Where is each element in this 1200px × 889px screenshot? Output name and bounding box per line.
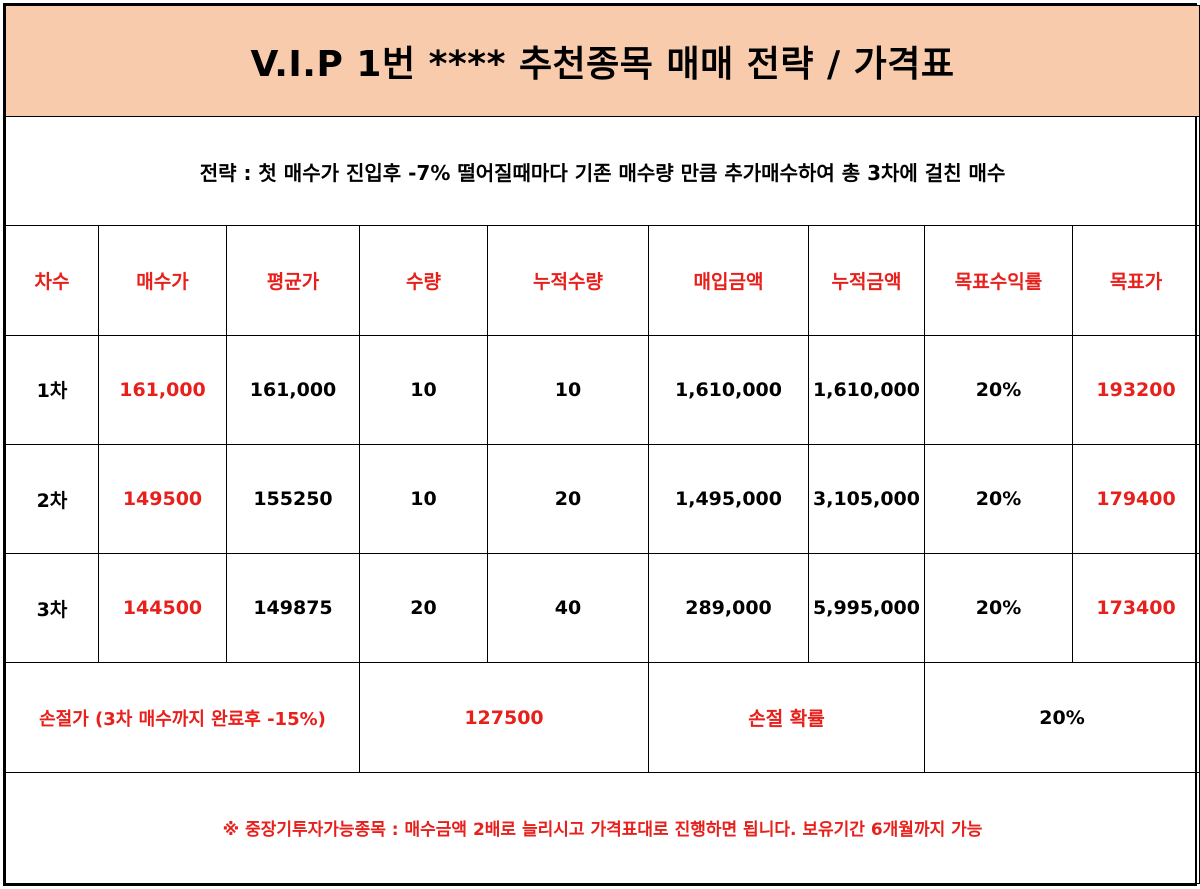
header-round: 차수 (5, 225, 99, 336)
stop-loss-price: 127500 (359, 662, 649, 773)
buy-price-cell: 161,000 (98, 334, 227, 445)
purchase-amount-cell: 1,610,000 (648, 334, 809, 445)
header-cum-amount: 누적금액 (808, 225, 925, 336)
target-price-cell: 179400 (1071, 443, 1200, 555)
cum-amount-cell: 5,995,000 (808, 553, 925, 664)
cum-quantity-cell: 40 (487, 553, 649, 664)
purchase-amount-cell: 289,000 (648, 553, 809, 664)
header-target-return: 목표수익률 (924, 225, 1073, 336)
target-return-cell: 20% (924, 334, 1073, 445)
avg-price-cell: 155250 (226, 443, 360, 555)
quantity-cell: 10 (359, 334, 488, 445)
round-cell: 1차 (5, 334, 99, 445)
round-cell: 3차 (5, 553, 99, 664)
buy-price-cell: 149500 (98, 443, 227, 555)
header-purchase-amount: 매입금액 (648, 225, 809, 336)
strategy-price-table: V.I.P 1번 **** 추천종목 매매 전략 / 가격표 전략 : 첫 매수… (4, 4, 1200, 885)
buy-price-cell: 144500 (98, 553, 227, 664)
header-cum-quantity: 누적수량 (487, 225, 649, 336)
stop-loss-probability-value: 20% (923, 662, 1200, 773)
price-table-sheet: V.I.P 1번 **** 추천종목 매매 전략 / 가격표 전략 : 첫 매수… (3, 3, 1200, 886)
table-row: 3차 144500 149875 20 40 289,000 5,995,000… (5, 553, 1200, 664)
target-return-cell: 20% (924, 443, 1073, 555)
round-cell: 2차 (5, 443, 99, 555)
page-title: V.I.P 1번 **** 추천종목 매매 전략 / 가격표 (4, 4, 1200, 118)
cum-quantity-cell: 20 (487, 443, 649, 555)
avg-price-cell: 161,000 (226, 334, 360, 445)
purchase-amount-cell: 1,495,000 (648, 443, 809, 555)
strategy-text: 전략 : 첫 매수가 진입후 -7% 떨어질때마다 기존 매수량 만큼 추가매수… (4, 116, 1200, 227)
header-buy-price: 매수가 (98, 225, 227, 336)
header-target-price: 목표가 (1071, 225, 1200, 336)
table-header-row: 차수 매수가 평균가 수량 누적수량 매입금액 누적금액 목표수익률 목표가 (5, 225, 1200, 336)
quantity-cell: 20 (359, 553, 488, 664)
target-return-cell: 20% (924, 553, 1073, 664)
stop-loss-row: 손절가 (3차 매수까지 완료후 -15%) 127500 손절 확률 20% (5, 662, 1200, 773)
footer-note: ※ 중장기투자가능종목 : 매수금액 2배로 늘리시고 가격표대로 진행하면 됩… (4, 771, 1200, 885)
table-row: 1차 161,000 161,000 10 10 1,610,000 1,610… (5, 334, 1200, 445)
cum-amount-cell: 1,610,000 (808, 334, 925, 445)
header-quantity: 수량 (359, 225, 488, 336)
stop-loss-label: 손절가 (3차 매수까지 완료후 -15%) (5, 662, 360, 773)
quantity-cell: 10 (359, 443, 488, 555)
target-price-cell: 193200 (1071, 334, 1200, 445)
table-row: 2차 149500 155250 10 20 1,495,000 3,105,0… (5, 443, 1200, 555)
cum-amount-cell: 3,105,000 (808, 443, 925, 555)
cum-quantity-cell: 10 (487, 334, 649, 445)
header-avg-price: 평균가 (226, 225, 360, 336)
target-price-cell: 173400 (1071, 553, 1200, 664)
avg-price-cell: 149875 (226, 553, 360, 664)
stop-loss-probability-label: 손절 확률 (648, 662, 925, 773)
